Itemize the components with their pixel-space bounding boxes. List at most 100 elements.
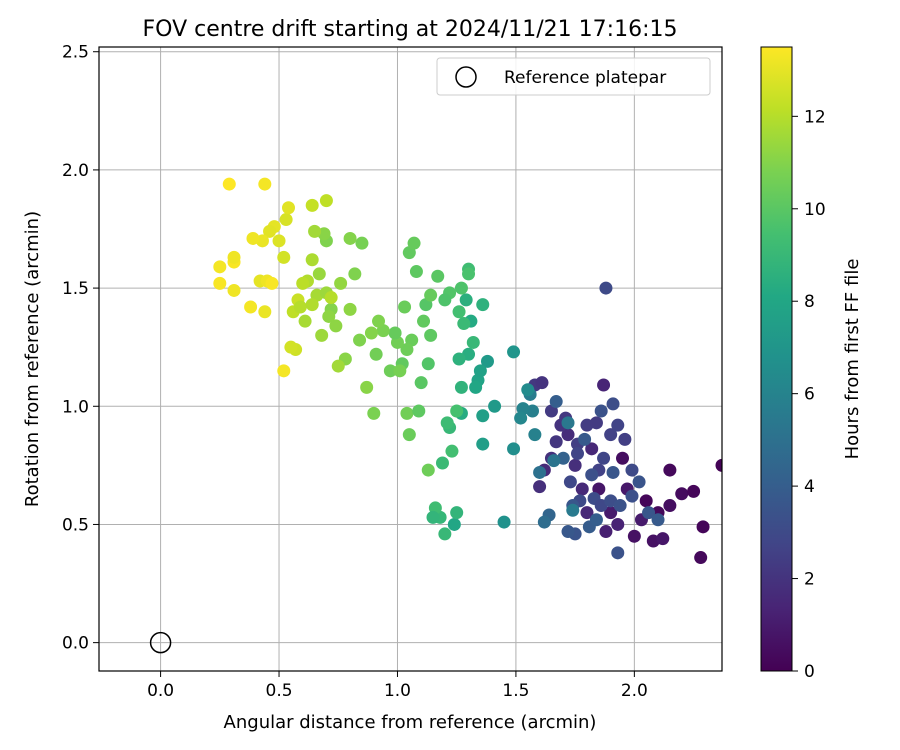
data-point xyxy=(549,435,563,449)
data-point xyxy=(322,309,336,323)
data-point xyxy=(611,546,625,560)
colorbar-ticks: 0 2 4 6 8 10 12 xyxy=(792,107,826,682)
data-point xyxy=(611,418,625,432)
data-point xyxy=(613,499,627,513)
data-point xyxy=(383,364,397,378)
data-point xyxy=(575,482,589,496)
y-axis-ticks: 0.0 0.5 1.0 1.5 2.0 2.5 xyxy=(62,43,99,654)
data-points xyxy=(213,177,722,565)
colorbar-tick-label: 10 xyxy=(804,200,826,220)
data-point xyxy=(213,276,227,290)
data-point xyxy=(533,465,547,479)
x-tick-label: 0.0 xyxy=(147,681,174,701)
data-point xyxy=(585,468,599,482)
data-point xyxy=(213,260,227,274)
data-point xyxy=(265,276,279,290)
data-point xyxy=(507,345,521,359)
data-point xyxy=(571,447,585,461)
data-point xyxy=(435,456,449,470)
data-point xyxy=(476,409,490,423)
data-point xyxy=(277,364,291,378)
colorbar-tick-label: 8 xyxy=(804,292,815,312)
data-point xyxy=(611,517,625,531)
data-point xyxy=(452,305,466,319)
y-tick-label: 0.5 xyxy=(62,515,89,535)
data-point xyxy=(694,551,708,565)
data-point xyxy=(663,463,677,477)
data-point xyxy=(388,326,402,340)
data-point xyxy=(263,224,277,238)
data-point xyxy=(308,224,322,238)
y-tick-label: 0.0 xyxy=(62,634,89,654)
x-tick-label: 1.0 xyxy=(384,681,411,701)
data-point xyxy=(589,513,603,527)
data-point xyxy=(563,475,577,489)
data-point xyxy=(353,333,367,347)
data-point xyxy=(426,510,440,524)
data-point xyxy=(625,489,639,503)
colorbar-tick-label: 0 xyxy=(804,662,815,682)
legend-box xyxy=(436,57,711,96)
data-point xyxy=(476,298,490,312)
data-point xyxy=(639,494,653,508)
data-point xyxy=(293,300,307,314)
data-point xyxy=(282,201,296,215)
data-point xyxy=(227,283,241,297)
data-point xyxy=(272,234,286,248)
data-point xyxy=(440,416,454,430)
data-point xyxy=(469,380,483,394)
data-point xyxy=(438,527,452,541)
data-point xyxy=(687,484,701,498)
plot-area-frame xyxy=(98,46,723,672)
data-point xyxy=(597,378,611,392)
data-point xyxy=(642,506,656,520)
data-point xyxy=(549,395,563,409)
data-point xyxy=(424,288,438,302)
data-point xyxy=(343,231,357,245)
data-point xyxy=(618,432,632,446)
data-point xyxy=(547,454,561,468)
data-point xyxy=(284,340,298,354)
data-point xyxy=(578,432,592,446)
colorbar-tick-label: 4 xyxy=(804,477,815,497)
data-point xyxy=(447,517,461,531)
reference-platepar-marker xyxy=(149,631,172,654)
data-point xyxy=(412,404,426,418)
data-point xyxy=(312,267,326,281)
data-point xyxy=(367,406,381,420)
data-point xyxy=(409,265,423,279)
x-axis-label: Angular distance from reference (arcmin) xyxy=(224,712,597,733)
data-point xyxy=(296,276,310,290)
data-point xyxy=(597,451,611,465)
data-point xyxy=(616,451,630,465)
data-point xyxy=(594,404,608,418)
data-point xyxy=(402,428,416,442)
data-point xyxy=(277,250,291,264)
data-point xyxy=(445,444,459,458)
data-point xyxy=(407,236,421,250)
grid-lines xyxy=(99,47,722,671)
data-point xyxy=(450,404,464,418)
data-point xyxy=(417,314,431,328)
data-point xyxy=(561,525,575,539)
data-point xyxy=(528,428,542,442)
data-point xyxy=(452,352,466,366)
data-point xyxy=(258,177,272,191)
data-point xyxy=(421,463,435,477)
data-point xyxy=(656,532,670,546)
data-point xyxy=(514,411,528,425)
data-point xyxy=(329,319,343,333)
data-point xyxy=(369,347,383,361)
data-point xyxy=(222,177,236,191)
data-point xyxy=(589,416,603,430)
data-point xyxy=(372,314,386,328)
data-point xyxy=(561,416,575,430)
data-point xyxy=(715,458,722,472)
data-point xyxy=(315,328,329,342)
data-point xyxy=(305,198,319,212)
colorbar-tick-label: 2 xyxy=(804,570,815,590)
data-point xyxy=(400,343,414,357)
data-point xyxy=(454,380,468,394)
colorbar-label: Hours from first FF file xyxy=(842,259,863,460)
